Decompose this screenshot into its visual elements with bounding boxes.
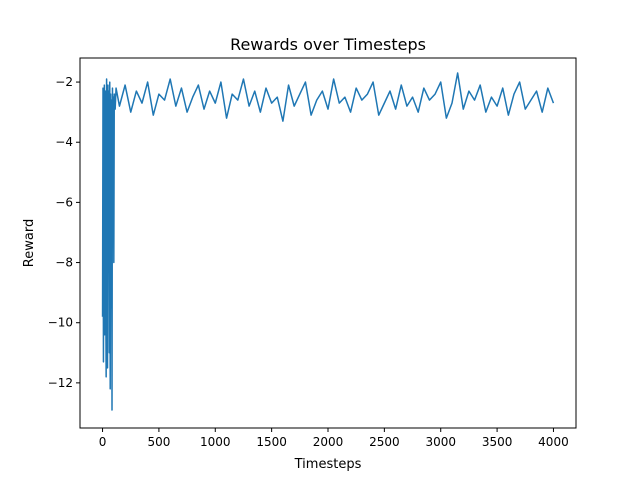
y-tick-label: −6 — [55, 195, 73, 209]
x-tick-label: 2000 — [313, 435, 344, 449]
x-axis-ticks: 0 500 1000 1500 2000 2500 3000 3500 4000 — [99, 428, 569, 449]
x-tick-label: 0 — [99, 435, 107, 449]
x-axis-label: Timesteps — [294, 457, 362, 472]
reward-series-line — [101, 72, 555, 411]
y-tick-label: −10 — [48, 316, 73, 330]
y-axis-label: Reward — [22, 219, 37, 267]
x-tick-label: 4000 — [538, 435, 569, 449]
plot-area — [79, 57, 577, 429]
x-tick-label: 3500 — [482, 435, 513, 449]
y-tick-label: −4 — [55, 135, 73, 149]
x-tick-label: 500 — [147, 435, 170, 449]
series-layer — [101, 72, 555, 411]
y-axis-ticks: −12 −10 −8 −6 −4 −2 — [48, 75, 80, 390]
x-tick-label: 2500 — [369, 435, 400, 449]
y-tick-label: −2 — [55, 75, 73, 89]
y-tick-label: −8 — [55, 256, 73, 270]
chart-title: Rewards over Timesteps — [230, 35, 426, 54]
x-tick-label: 1000 — [200, 435, 231, 449]
x-tick-label: 3000 — [425, 435, 456, 449]
y-tick-label: −12 — [48, 376, 73, 390]
x-tick-label: 1500 — [256, 435, 287, 449]
